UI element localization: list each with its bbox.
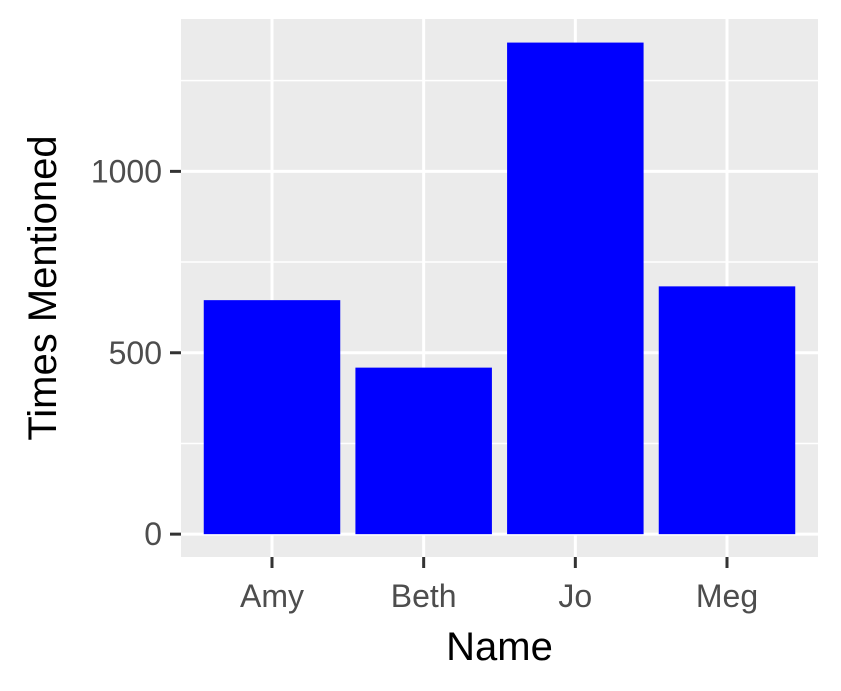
- x-tick-label: Meg: [696, 578, 758, 614]
- y-tick-label: 0: [144, 516, 162, 552]
- bar-beth: [355, 367, 492, 535]
- bars: [203, 42, 796, 535]
- bar-jo: [507, 42, 644, 535]
- y-axis: 0 500 1000: [91, 153, 181, 552]
- x-tick-label: Jo: [558, 578, 592, 614]
- bar-amy: [203, 300, 341, 535]
- y-tick-label: 1000: [91, 153, 162, 189]
- x-tick-label: Amy: [240, 578, 304, 614]
- y-axis-title: Times Mentioned: [21, 135, 65, 440]
- y-tick-label: 500: [109, 335, 162, 371]
- x-tick-label: Beth: [391, 578, 457, 614]
- bar-meg: [658, 286, 796, 535]
- x-axis: Amy Beth Jo Meg: [240, 557, 758, 614]
- x-axis-title: Name: [446, 625, 553, 669]
